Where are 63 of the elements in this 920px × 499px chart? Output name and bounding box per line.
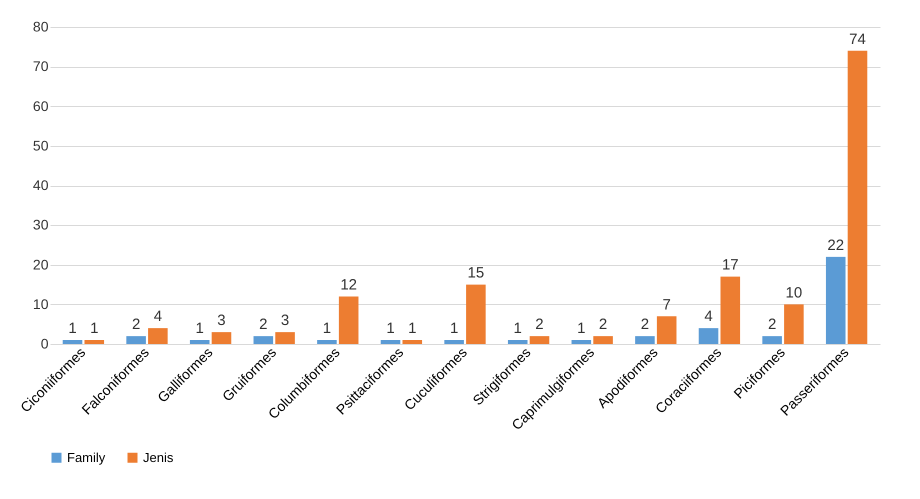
data-label: 17	[722, 256, 739, 274]
data-label: 1	[386, 320, 395, 338]
bar	[148, 328, 168, 344]
data-label: 2	[598, 316, 608, 334]
data-label: 1	[90, 320, 98, 338]
legend-label: Jenis	[143, 450, 174, 465]
bar	[466, 284, 486, 344]
data-label: 1	[322, 320, 332, 338]
bar	[826, 256, 846, 344]
data-label: 2	[535, 316, 544, 334]
bar	[656, 316, 676, 344]
data-label: 1	[68, 320, 77, 338]
data-label: 22	[827, 236, 844, 254]
data-label: 15	[468, 264, 484, 282]
bar	[635, 336, 655, 344]
y-tick-label: 30	[32, 216, 49, 233]
bar	[572, 340, 592, 344]
bar	[380, 340, 400, 344]
data-label: 74	[849, 30, 866, 48]
data-label: 2	[132, 316, 140, 334]
y-tick-label: 40	[32, 177, 49, 193]
data-label: 4	[704, 308, 713, 326]
data-label: 4	[154, 308, 162, 326]
bar	[698, 328, 718, 344]
data-label: 7	[662, 296, 671, 314]
bar	[848, 50, 868, 344]
data-label: 10	[786, 284, 802, 302]
data-label: 3	[217, 312, 226, 330]
bar	[508, 340, 528, 344]
data-label: 2	[768, 316, 776, 334]
legend-label: Family	[67, 450, 106, 465]
bar	[402, 340, 422, 344]
data-label: 2	[640, 316, 650, 334]
bar	[254, 336, 274, 344]
y-tick-label: 50	[32, 137, 49, 154]
bar	[762, 336, 782, 344]
data-label: 12	[340, 276, 358, 294]
y-tick-label: 10	[32, 296, 49, 312]
bar	[784, 304, 804, 344]
bar	[212, 332, 232, 344]
bar	[126, 336, 146, 344]
bar	[62, 340, 82, 344]
data-label: 2	[259, 316, 268, 334]
y-tick-label: 20	[32, 256, 49, 272]
data-label: 1	[514, 320, 522, 338]
bar	[593, 336, 613, 344]
bar	[720, 276, 740, 344]
data-label: 3	[280, 312, 290, 330]
y-tick-label: 60	[32, 98, 49, 114]
bar	[190, 340, 210, 344]
bar	[338, 296, 358, 344]
data-label: 1	[196, 320, 204, 338]
bar	[530, 336, 550, 344]
bar	[317, 340, 337, 344]
y-tick-label: 70	[32, 58, 49, 74]
y-tick-label: 0	[40, 336, 49, 352]
data-label: 1	[408, 320, 416, 338]
y-tick-label: 80	[32, 18, 49, 34]
data-label: 1	[577, 320, 586, 338]
bar	[84, 340, 104, 344]
bar	[275, 332, 295, 344]
data-label: 1	[450, 320, 458, 338]
bar	[444, 340, 464, 344]
